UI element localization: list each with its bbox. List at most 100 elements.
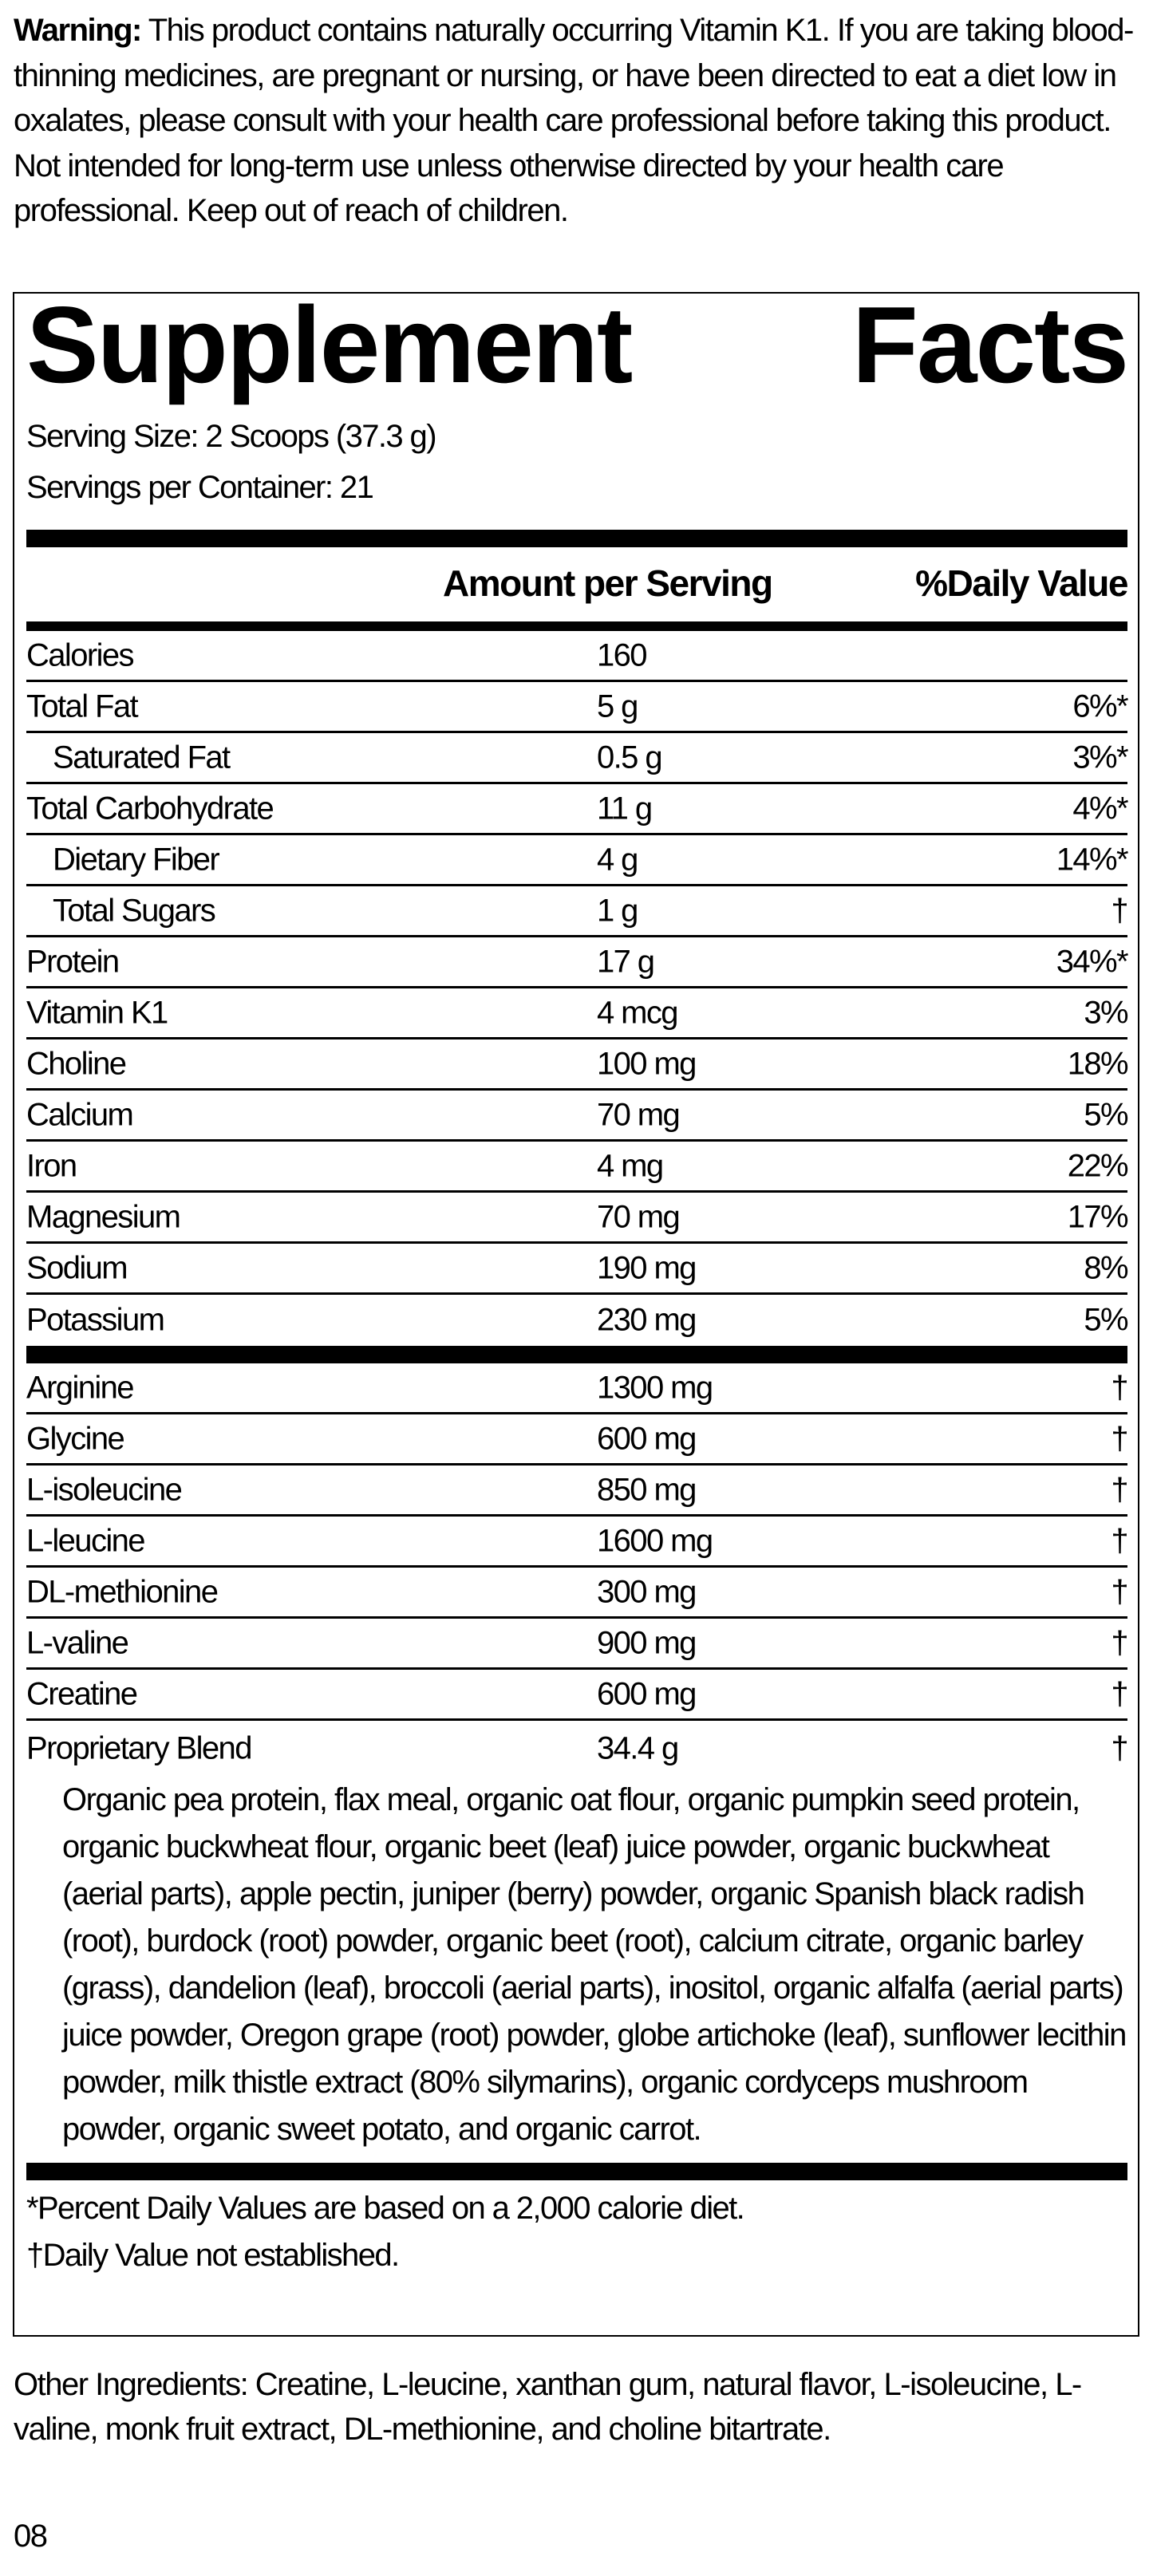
nutrient-amount: 11 g <box>597 791 653 826</box>
nutrient-amount: 900 mg <box>597 1625 697 1660</box>
nutrient-name: L-valine <box>26 1625 129 1660</box>
footnote-dagger: †Daily Value not established. <box>26 2238 400 2273</box>
proprietary-blend-row: Proprietary Blend 34.4 g † <box>26 1721 1129 1777</box>
divider-medium <box>26 621 1127 631</box>
blend-amount: 34.4 g <box>597 1730 679 1766</box>
divider-thick <box>26 1346 1127 1363</box>
nutrient-row: Choline 100 mg 18% <box>26 1039 1129 1091</box>
nutrient-amount: 4 mcg <box>597 995 679 1030</box>
nutrient-name: Calories <box>26 637 135 673</box>
header-amount: Amount per Serving <box>443 562 773 604</box>
nutrient-daily-value: † <box>1111 1472 1128 1507</box>
serving-size: Serving Size: 2 Scoops (37.3 g) <box>26 419 437 454</box>
nutrient-daily-value: † <box>1111 1421 1128 1456</box>
nutrient-row: L-isoleucine 850 mg † <box>26 1466 1129 1517</box>
header-daily-value: %Daily Value <box>915 562 1128 604</box>
nutrient-name: Magnesium <box>26 1199 181 1234</box>
divider-thick <box>26 530 1127 547</box>
nutrient-row: Saturated Fat 0.5 g 3%* <box>26 733 1129 784</box>
supplement-facts-panel: Supplement Facts Serving Size: 2 Scoops … <box>13 284 1139 2337</box>
nutrient-row: Potassium 230 mg 5% <box>26 1295 1129 1346</box>
nutrient-row: Arginine 1300 mg † <box>26 1363 1129 1414</box>
nutrient-daily-value: † <box>1111 1676 1128 1711</box>
nutrient-daily-value: 5% <box>1084 1097 1128 1132</box>
nutrient-row: Total Fat 5 g 6%* <box>26 682 1129 733</box>
nutrient-daily-value: 14%* <box>1056 842 1129 877</box>
nutrient-daily-value: 17% <box>1067 1199 1129 1234</box>
nutrient-daily-value: 18% <box>1067 1046 1129 1081</box>
nutrient-amount: 600 mg <box>597 1676 697 1711</box>
nutrient-daily-value: 34%* <box>1056 944 1129 979</box>
nutrient-daily-value: † <box>1111 1523 1128 1558</box>
nutrient-row: Glycine 600 mg † <box>26 1414 1129 1466</box>
nutrient-name: L-leucine <box>26 1523 146 1558</box>
nutrient-amount: 230 mg <box>597 1302 697 1338</box>
nutrient-amount: 70 mg <box>597 1097 681 1132</box>
nutrient-name: Choline <box>26 1046 127 1081</box>
nutrient-name: Total Sugars <box>53 893 216 928</box>
blend-ingredients: Organic pea protein, flax meal, organic … <box>62 1782 1127 2147</box>
nutrient-row: DL-methionine 300 mg † <box>26 1568 1129 1619</box>
nutrient-name: Saturated Fat <box>53 740 231 775</box>
nutrient-daily-value: 3% <box>1084 995 1128 1030</box>
other-nutrient-list: Arginine 1300 mg † Glycine 600 mg † L-isoleuci… <box>26 1363 1129 1721</box>
warning-label: Warning: <box>14 13 142 48</box>
nutrient-amount: 17 g <box>597 944 655 979</box>
divider-thick <box>26 2163 1127 2180</box>
nutrient-row: Dietary Fiber 4 g 14%* <box>26 835 1129 886</box>
nutrient-row: Protein 17 g 34%* <box>26 937 1129 988</box>
nutrient-amount: 100 mg <box>597 1046 697 1081</box>
nutrient-daily-value: 5% <box>1084 1302 1128 1338</box>
nutrient-daily-value: 4%* <box>1072 791 1128 826</box>
footnote-daily-value: *Percent Daily Values are based on a 2,0… <box>26 2191 745 2226</box>
nutrient-name: Vitamin K1 <box>26 995 168 1030</box>
nutrient-name: L-isoleucine <box>26 1472 183 1507</box>
nutrient-name: Sodium <box>26 1250 128 1285</box>
nutrient-row: L-valine 900 mg † <box>26 1619 1129 1670</box>
title-word-facts: Facts <box>851 284 1129 405</box>
nutrient-list: Calories 160 Total Fat 5 g 6%* Saturated Fat 0… <box>26 631 1129 1346</box>
nutrient-row: Magnesium 70 mg 17% <box>26 1193 1129 1244</box>
column-header: Amount per Serving %Daily Value <box>26 547 1128 621</box>
nutrient-daily-value: † <box>1111 1625 1128 1660</box>
nutrient-daily-value: 3%* <box>1072 740 1128 775</box>
nutrient-daily-value: 8% <box>1084 1250 1128 1285</box>
nutrient-amount: 850 mg <box>597 1472 697 1507</box>
nutrient-daily-value: 22% <box>1067 1148 1129 1183</box>
other-ingredients: Other Ingredients: Creatine, L-leucine, … <box>14 2367 1082 2447</box>
nutrient-row: Calcium 70 mg 5% <box>26 1091 1129 1142</box>
nutrient-name: Potassium <box>26 1302 165 1338</box>
nutrient-daily-value: 6%* <box>1072 688 1128 724</box>
nutrient-amount: 0.5 g <box>597 740 663 775</box>
nutrient-name: Calcium <box>26 1097 134 1132</box>
nutrient-amount: 300 mg <box>597 1574 697 1609</box>
nutrient-amount: 4 g <box>597 842 638 877</box>
title-word-supplement: Supplement <box>26 284 633 405</box>
nutrient-row: Calories 160 <box>26 631 1127 682</box>
nutrient-name: DL-methionine <box>26 1574 219 1609</box>
nutrient-name: Creatine <box>26 1676 138 1711</box>
nutrient-amount: 1 g <box>597 893 638 928</box>
nutrient-row: Total Carbohydrate 11 g 4%* <box>26 784 1129 835</box>
nutrient-amount: 160 <box>597 637 648 673</box>
nutrient-row: Vitamin K1 4 mcg 3% <box>26 988 1129 1039</box>
nutrient-name: Arginine <box>26 1370 135 1405</box>
servings-per-container: Servings per Container: 21 <box>26 470 374 505</box>
nutrient-amount: 4 mg <box>597 1148 664 1183</box>
nutrient-name: Total Carbohydrate <box>26 791 274 826</box>
nutrient-daily-value: † <box>1111 1574 1128 1609</box>
nutrient-row: L-leucine 1600 mg † <box>26 1517 1129 1568</box>
nutrient-amount: 600 mg <box>597 1421 697 1456</box>
nutrient-name: Dietary Fiber <box>53 842 220 877</box>
warning-body: This product contains naturally occurrin… <box>14 13 1134 228</box>
product-code: 08 <box>14 2519 48 2554</box>
nutrient-name: Total Fat <box>26 688 139 724</box>
warning-text: Warning: This product contains naturally… <box>14 8 1143 234</box>
nutrient-row: Sodium 190 mg 8% <box>26 1244 1129 1295</box>
nutrient-name: Iron <box>26 1148 77 1183</box>
nutrient-amount: 5 g <box>597 688 638 724</box>
nutrient-row: Total Sugars 1 g † <box>26 886 1129 937</box>
nutrient-daily-value: † <box>1111 1370 1128 1405</box>
nutrient-amount: 1300 mg <box>597 1370 713 1405</box>
nutrient-row: Iron 4 mg 22% <box>26 1142 1129 1193</box>
